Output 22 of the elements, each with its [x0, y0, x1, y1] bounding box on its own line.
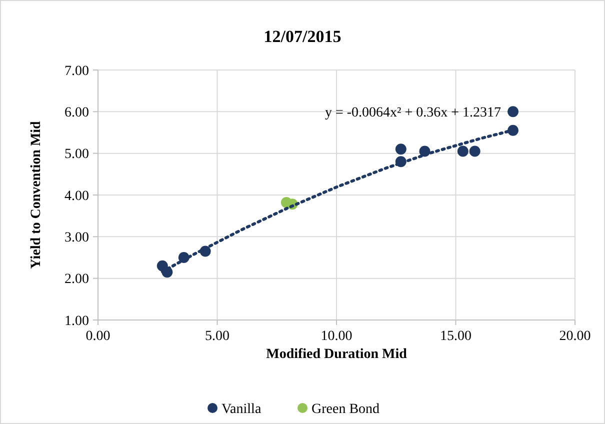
legend-label: Vanilla	[222, 402, 262, 417]
x-tick-label: 0.00	[86, 329, 110, 344]
y-axis-title: Yield to Convention Mid	[29, 120, 44, 269]
x-tick-label: 20.00	[559, 329, 591, 344]
y-tick-label: 3.00	[64, 230, 89, 246]
chart-title: 12/07/2015	[264, 27, 342, 46]
y-tick-label: 4.00	[64, 188, 89, 204]
y-tick-label: 5.00	[64, 147, 89, 162]
y-tick-label: 6.00	[64, 106, 89, 121]
point	[507, 106, 518, 118]
y-tick-label: 1.00	[64, 314, 89, 329]
x-tick-label: 10.00	[320, 329, 352, 344]
y-tick-label: 7.00	[64, 64, 89, 79]
x-tick-label: 5.00	[205, 329, 230, 344]
x-axis-title: Modified Duration Mid	[266, 347, 408, 362]
point	[469, 146, 480, 157]
annotation: y = -0.0064x² + 0.36x + 1.2317	[324, 106, 501, 121]
x-tick-label: 15.00	[440, 329, 472, 344]
point	[395, 144, 406, 155]
point	[457, 146, 468, 157]
legend-label: Green Bond	[312, 402, 380, 417]
y-tick-label: 2.00	[64, 272, 89, 288]
